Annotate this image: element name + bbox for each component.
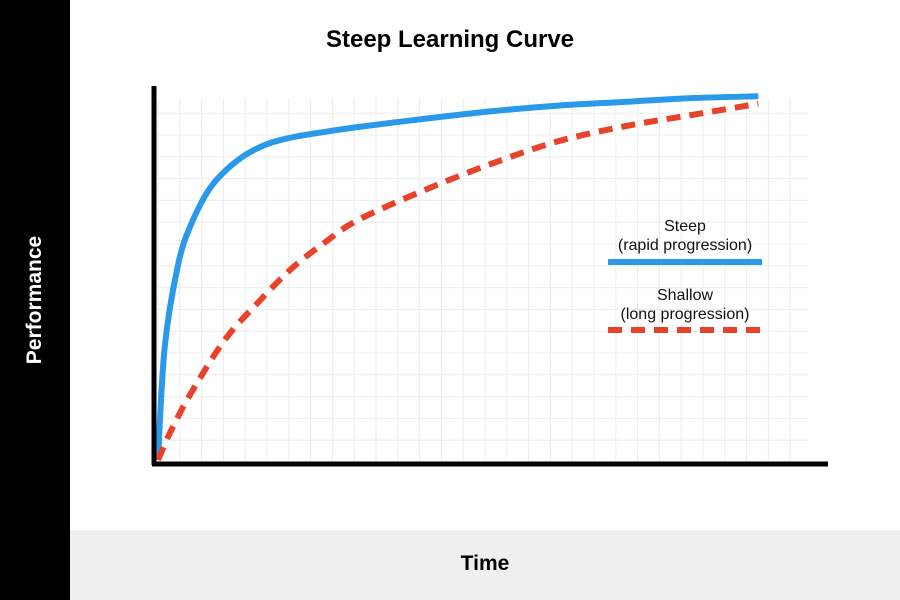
x-axis-label-band: Time [70,530,900,600]
legend-shallow-name: Shallow [656,287,714,304]
chart-plot [151,86,828,467]
legend-shallow-description: (long progression) [620,306,750,323]
chart-title: Steep Learning Curve [325,26,575,53]
grid [157,98,808,463]
legend-steep: Steep (rapid progression) [590,217,780,255]
legend-swatches [608,259,762,333]
legend-shallow: Shallow (long progression) [590,286,780,324]
series-layer [155,93,759,462]
x-axis-label: Time [460,552,510,575]
legend-steep-name: Steep [664,218,706,235]
legend-steep-description: (rapid progression) [617,237,753,254]
series-line-shallow [155,100,759,462]
y-axis-label-band: Performance [0,0,70,600]
series-line-steep [155,93,759,461]
